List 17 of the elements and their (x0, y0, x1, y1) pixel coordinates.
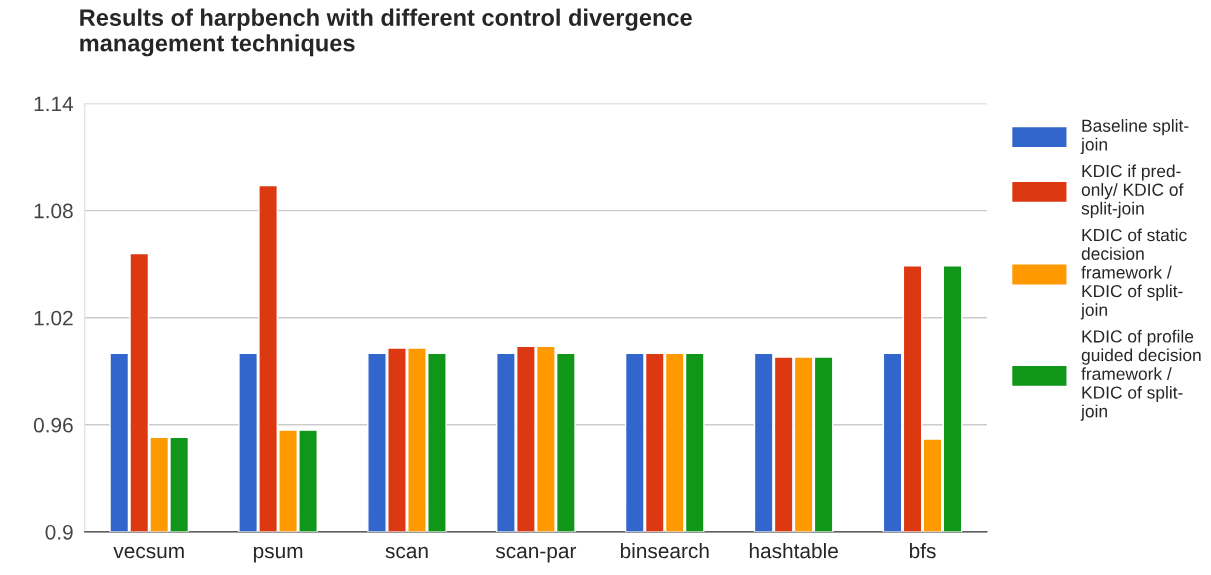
legend-label: KDIC if pred- only/ KDIC of split-join (1081, 164, 1184, 219)
y-tick-label: 1.14 (34, 96, 74, 112)
legend-label: Baseline split- join (1080, 119, 1189, 155)
chart-title: Results of harpbench with different control divergence management techniques (80, 8, 692, 57)
x-tick-label: vecsum (113, 546, 184, 559)
y-tick-label: 0.96 (33, 417, 73, 433)
legend-label: KDIC of profile guided decision framework / KDIC of split- join (1080, 329, 1201, 421)
x-tick-label: hashtable (749, 542, 838, 559)
legend-label: KDIC of static decision framework / KDIC of split- join (1080, 228, 1187, 320)
x-tick-label: binsearch (620, 542, 709, 559)
x-tick-label: scan-par (495, 546, 577, 563)
y-tick-label: 1.08 (34, 203, 73, 219)
y-tick-label: 0.9 (45, 524, 73, 540)
x-tick-label: scan (385, 546, 428, 559)
x-tick-label: psum (253, 546, 303, 563)
y-tick-label: 1.02 (34, 310, 73, 326)
x-tick-label: bfs (909, 542, 936, 559)
